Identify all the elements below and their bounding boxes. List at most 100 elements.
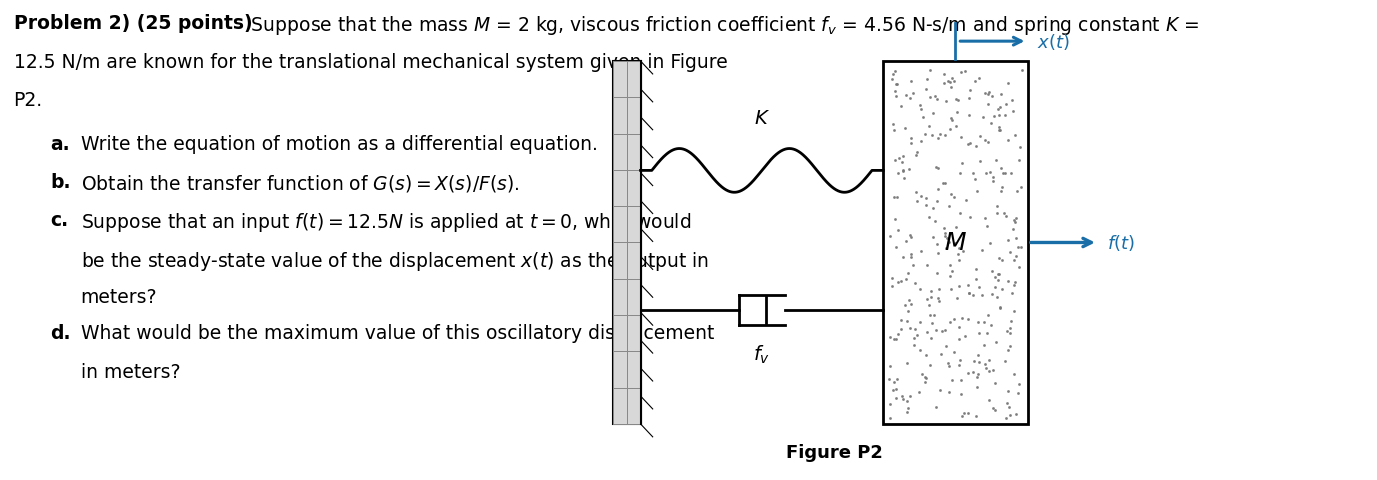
Point	[975, 364, 997, 372]
Bar	[613, 315, 627, 352]
Point	[909, 107, 931, 114]
Point	[1000, 317, 1022, 325]
Point	[899, 301, 921, 309]
Point	[913, 132, 935, 139]
Point	[974, 342, 996, 349]
Bar	[627, 62, 640, 98]
Bar	[613, 207, 627, 243]
Point	[939, 272, 961, 280]
Point	[884, 88, 906, 96]
Point	[983, 274, 1005, 282]
Point	[916, 296, 938, 303]
Point	[923, 312, 945, 320]
Point	[1009, 144, 1031, 152]
Point	[1007, 390, 1029, 397]
Point	[903, 334, 925, 342]
Point	[1004, 278, 1026, 286]
Point	[935, 343, 957, 350]
Point	[961, 169, 983, 177]
Point	[899, 95, 921, 102]
Point	[967, 319, 989, 326]
Point	[990, 285, 1012, 293]
Point	[901, 140, 923, 148]
Bar	[613, 134, 627, 170]
Point	[985, 338, 1007, 346]
Bar	[613, 62, 627, 98]
Point	[899, 325, 921, 333]
Point	[890, 325, 912, 333]
Point	[945, 122, 967, 130]
Point	[997, 399, 1019, 407]
Point	[949, 170, 971, 178]
Point	[883, 127, 905, 134]
Point	[978, 312, 1000, 319]
Point	[989, 304, 1011, 312]
Point	[971, 247, 993, 254]
Point	[928, 132, 950, 139]
Point	[982, 174, 1004, 181]
Point	[968, 358, 990, 366]
Point	[1002, 257, 1024, 264]
Point	[978, 357, 1000, 364]
Point	[910, 247, 932, 255]
Bar	[627, 315, 640, 352]
Point	[939, 79, 961, 87]
Point	[887, 193, 909, 201]
Point	[975, 222, 997, 230]
Text: Suppose that the mass $M$ = 2 kg, viscous friction coefficient $f_v$ = 4.56 N-s/: Suppose that the mass $M$ = 2 kg, viscou…	[245, 14, 1199, 37]
Point	[934, 180, 956, 188]
Point	[1005, 235, 1027, 242]
Point	[947, 257, 969, 264]
Point	[982, 366, 1004, 374]
Text: $K$: $K$	[753, 108, 770, 127]
Point	[887, 331, 909, 338]
Point	[895, 92, 917, 99]
Point	[947, 282, 969, 290]
Point	[890, 316, 912, 324]
Point	[892, 168, 914, 176]
Text: Suppose that an input $f(t) = 12.5N$ is applied at $t = 0$, what would: Suppose that an input $f(t) = 12.5N$ is …	[81, 211, 691, 234]
Point	[901, 78, 923, 85]
Point	[883, 193, 905, 201]
Point	[1008, 263, 1030, 271]
Point	[952, 247, 974, 255]
Point	[943, 193, 965, 201]
Point	[906, 197, 928, 205]
Bar	[627, 279, 640, 315]
Point	[997, 137, 1019, 144]
Text: $x(t)$: $x(t)$	[1037, 32, 1070, 52]
Text: Write the equation of motion as a differential equation.: Write the equation of motion as a differ…	[81, 134, 598, 154]
Point	[974, 215, 996, 222]
Point	[949, 357, 971, 364]
Point	[991, 257, 1013, 264]
Point	[914, 86, 936, 94]
Point	[997, 237, 1019, 244]
Point	[974, 361, 996, 369]
Point	[899, 392, 921, 400]
Point	[907, 388, 929, 396]
Point	[884, 94, 906, 101]
Point	[985, 407, 1007, 414]
Point	[939, 84, 961, 91]
Point	[1007, 243, 1029, 251]
Point	[891, 393, 913, 400]
Point	[965, 383, 987, 391]
Point	[885, 243, 907, 251]
Point	[884, 68, 906, 75]
Point	[997, 346, 1019, 354]
Bar	[613, 352, 627, 388]
Point	[947, 244, 969, 252]
Point	[887, 169, 909, 177]
Point	[924, 218, 946, 226]
Point	[968, 371, 990, 379]
Point	[1005, 411, 1027, 419]
Point	[1000, 249, 1022, 257]
Point	[925, 270, 947, 277]
Point	[958, 214, 980, 221]
Point	[987, 106, 1009, 113]
Point	[927, 185, 949, 193]
Bar	[627, 170, 640, 207]
Point	[939, 262, 961, 269]
Point	[884, 157, 906, 165]
Point	[985, 157, 1007, 165]
